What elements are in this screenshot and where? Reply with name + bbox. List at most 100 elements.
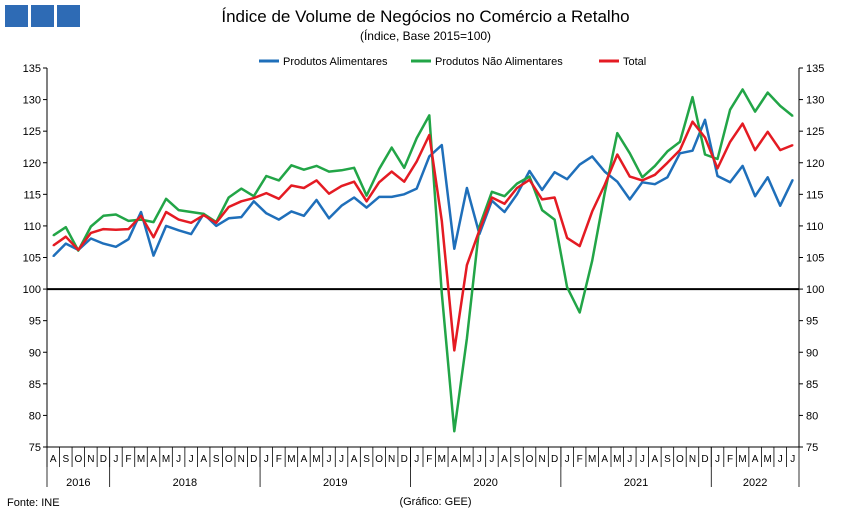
data-point <box>315 179 318 182</box>
data-point <box>541 198 543 201</box>
data-point <box>227 196 230 199</box>
data-point <box>115 245 117 248</box>
data-point <box>165 225 167 227</box>
month-label: A <box>601 454 608 465</box>
data-point <box>779 149 781 151</box>
data-point <box>428 155 431 158</box>
data-point <box>428 134 431 136</box>
series-line-produtos-alimentares <box>52 118 794 258</box>
data-point <box>629 175 631 178</box>
y-tick-label-right: 105 <box>806 253 824 265</box>
month-label: S <box>664 454 671 465</box>
month-label: N <box>689 454 696 465</box>
month-label: J <box>778 454 783 465</box>
month-label: A <box>652 454 659 465</box>
data-point <box>528 175 531 178</box>
data-point <box>328 192 330 195</box>
data-point <box>679 152 681 155</box>
data-point <box>353 167 355 169</box>
data-point <box>654 165 656 167</box>
month-label: J <box>414 454 419 465</box>
month-label: N <box>87 454 94 465</box>
data-point <box>315 199 318 201</box>
data-point <box>716 175 719 177</box>
series-lines <box>52 88 794 433</box>
data-point <box>629 152 631 155</box>
data-point <box>729 108 731 111</box>
data-point <box>265 192 268 194</box>
y-tick-label-left: 120 <box>23 158 41 170</box>
data-point <box>415 137 418 139</box>
chart-subtitle: (Índice, Base 2015=100) <box>359 29 492 43</box>
month-label: M <box>763 454 771 465</box>
year-label: 2019 <box>323 477 347 489</box>
legend-label: Produtos Não Alimentares <box>435 56 563 68</box>
series-line-total <box>52 120 794 352</box>
logo <box>5 5 80 27</box>
y-tick-label-right: 125 <box>806 126 824 138</box>
month-label: M <box>463 454 471 465</box>
month-label: O <box>74 454 82 465</box>
y-tick-label-right: 90 <box>806 347 818 359</box>
data-point <box>190 233 192 235</box>
month-label: O <box>225 454 233 465</box>
data-point <box>190 221 192 224</box>
month-label: M <box>738 454 746 465</box>
data-point <box>578 311 581 314</box>
data-point <box>553 171 556 174</box>
data-point <box>353 180 355 183</box>
year-label: 2020 <box>473 477 497 489</box>
data-point <box>278 197 280 200</box>
y-tick-label-right: 135 <box>806 63 824 75</box>
month-label: O <box>526 454 534 465</box>
data-point <box>441 220 443 222</box>
data-point <box>290 210 293 213</box>
month-label: A <box>150 454 157 465</box>
month-label: J <box>339 454 344 465</box>
series-line-produtos-n-o-alimentares <box>52 88 794 433</box>
y-tick-label-left: 125 <box>23 126 41 138</box>
month-label: S <box>514 454 521 465</box>
legend-label: Produtos Alimentares <box>283 56 388 68</box>
data-point <box>591 155 593 158</box>
source-note: Fonte: INE <box>7 497 60 509</box>
month-label: S <box>62 454 69 465</box>
data-point <box>227 206 230 208</box>
data-point <box>441 144 443 146</box>
data-point <box>491 191 493 193</box>
data-point <box>190 211 192 213</box>
month-label: M <box>588 454 596 465</box>
data-point <box>65 235 67 238</box>
data-point <box>791 179 794 181</box>
data-point <box>704 136 706 139</box>
data-point <box>52 234 55 237</box>
data-point <box>503 195 506 198</box>
month-label: A <box>752 454 759 465</box>
data-point <box>90 225 92 228</box>
data-point <box>754 149 756 151</box>
y-tick-label-left: 115 <box>23 189 41 201</box>
data-point <box>766 130 769 133</box>
month-label: J <box>565 454 570 465</box>
data-point <box>528 170 531 172</box>
month-label: D <box>701 454 708 465</box>
month-label: J <box>790 454 795 465</box>
data-point <box>177 209 180 211</box>
month-label: J <box>264 454 269 465</box>
data-point <box>666 161 669 164</box>
data-point <box>453 430 456 433</box>
data-point <box>140 218 142 221</box>
data-point <box>365 194 368 197</box>
y-tick-label-left: 130 <box>23 95 41 107</box>
data-point <box>679 149 681 151</box>
data-point <box>152 236 155 239</box>
data-point <box>704 153 706 156</box>
y-tick-label-right: 85 <box>806 379 818 391</box>
y-tick-label-left: 90 <box>29 347 41 359</box>
month-label: N <box>388 454 395 465</box>
y-tick-label-right: 120 <box>806 158 824 170</box>
month-label: J <box>640 454 645 465</box>
data-point <box>403 180 406 183</box>
y-tick-label-right: 110 <box>806 221 824 233</box>
